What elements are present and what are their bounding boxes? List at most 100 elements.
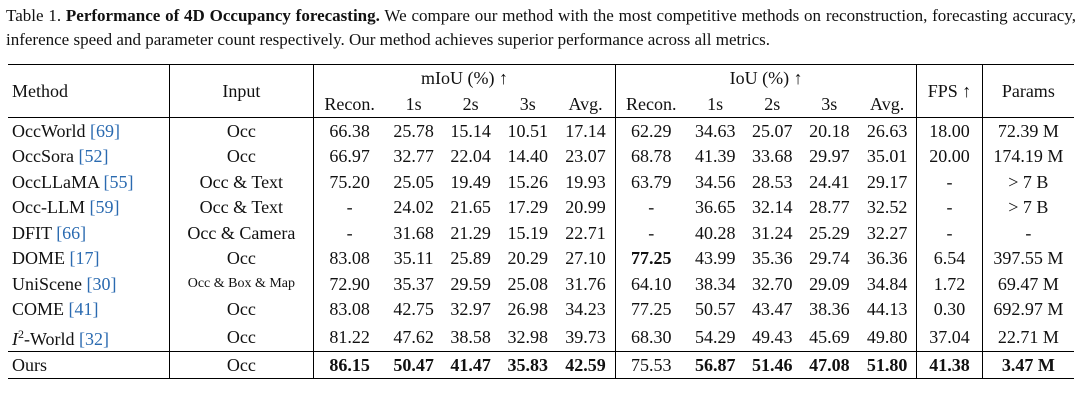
value-cell: 68.78	[630, 146, 672, 167]
input-cell: Occ	[169, 322, 315, 352]
value-cell: -	[648, 197, 655, 218]
method-name: DOME	[12, 248, 65, 269]
value-cell: 22.04	[450, 146, 491, 167]
value-cell: 50.57	[694, 299, 736, 320]
header-sub: Recon.	[626, 94, 677, 114]
value-cell: 49.43	[752, 326, 793, 347]
caption-title: Performance of 4D Occupancy forecasting.	[65, 6, 380, 25]
header-sub: 1s	[405, 94, 422, 114]
value-cell: 1.72	[916, 271, 983, 297]
value-cell: 49.80	[857, 322, 918, 352]
value-cell: 28.77	[809, 197, 850, 218]
results-table: Method Input mIoU (%) ↑ IoU (%) ↑ FPS ↑ …	[8, 64, 1074, 379]
value-cell: 35.11	[393, 248, 434, 269]
value-cell: 47.08	[809, 354, 850, 375]
caption: Table 1. Performance of 4D Occupancy for…	[6, 4, 1076, 52]
value-cell: 19.93	[556, 169, 616, 195]
value-cell: 43.99	[694, 248, 736, 269]
value-cell: 37.04	[916, 322, 983, 352]
value-cell: 29.09	[809, 273, 850, 294]
value-cell: -	[648, 222, 655, 243]
value-cell: 68.30	[630, 326, 672, 347]
value-cell: -	[1025, 222, 1032, 243]
citation: [30]	[86, 273, 117, 294]
input-cell: Occ	[169, 143, 315, 169]
value-cell: 42.59	[556, 351, 616, 378]
value-cell: 20.29	[507, 248, 548, 269]
header-sub: Avg.	[556, 91, 616, 118]
method-name: OccSora	[12, 146, 74, 167]
value-cell: 24.41	[809, 171, 850, 192]
method-cell: DFIT [66]	[8, 220, 170, 246]
method-cell: UniScene [30]	[8, 271, 170, 297]
method-cell: OccSora [52]	[8, 143, 170, 169]
citation: [52]	[78, 146, 109, 167]
table-row: OccWorld [69] Occ 66.38 25.78 15.14 10.51 17.1…	[8, 117, 1074, 144]
value-cell: 29.74	[809, 248, 850, 269]
value-cell: -	[346, 197, 353, 218]
method-cell: OccWorld [69]	[8, 117, 170, 144]
value-cell: 20.00	[916, 143, 983, 169]
value-cell: 25.07	[752, 120, 793, 141]
citation: [69]	[90, 120, 121, 141]
value-cell: 43.47	[752, 299, 793, 320]
value-cell: 77.25	[630, 248, 672, 269]
value-cell: 83.08	[329, 299, 370, 320]
citation: [66]	[56, 222, 87, 243]
header-sub: 1s	[707, 94, 724, 114]
value-cell: 32.27	[857, 220, 918, 246]
value-cell: 21.29	[450, 222, 491, 243]
value-cell: 32.98	[507, 326, 548, 347]
value-cell: 39.73	[556, 322, 616, 352]
method-name: OccWorld	[12, 120, 86, 141]
value-cell: 38.34	[694, 273, 736, 294]
header-params: Params	[1001, 81, 1055, 101]
method-sup: 2	[18, 327, 24, 341]
method-name: COME	[12, 299, 65, 320]
input-cell: Occ & Box & Map	[169, 271, 315, 297]
value-cell: 32.70	[752, 273, 793, 294]
value-cell: 19.49	[450, 171, 491, 192]
value-cell: 86.15	[329, 354, 370, 375]
value-cell: 63.79	[630, 171, 672, 192]
value-cell: 27.10	[556, 245, 616, 271]
header-sub: 3s	[519, 94, 536, 114]
value-cell: 18.00	[916, 117, 983, 144]
value-cell: 72.39 M	[997, 120, 1059, 141]
value-cell: 26.63	[857, 117, 918, 144]
method-suffix: -World	[24, 329, 75, 349]
method-name: Occ-LLM	[12, 197, 85, 218]
value-cell: 15.19	[507, 222, 548, 243]
value-cell: 54.29	[694, 326, 736, 347]
value-cell: 14.40	[507, 146, 548, 167]
header-iou: IoU (%) ↑	[615, 64, 918, 91]
method-cell: OccLLaMA [55]	[8, 169, 170, 195]
value-cell: 20.18	[809, 120, 850, 141]
value-cell: 44.13	[857, 296, 918, 322]
value-cell: 25.29	[809, 222, 850, 243]
method-cell: Ours	[8, 351, 170, 378]
value-cell: 42.75	[393, 299, 434, 320]
citation: [59]	[89, 197, 120, 218]
value-cell: 51.80	[857, 351, 918, 378]
value-cell: 23.07	[556, 143, 616, 169]
method-name: OccLLaMA	[12, 171, 99, 192]
value-cell: 34.56	[694, 171, 736, 192]
input-cell: Occ	[169, 296, 315, 322]
input-cell: Occ & Camera	[169, 220, 315, 246]
input-cell: Occ	[169, 245, 315, 271]
citation: [32]	[79, 329, 110, 349]
value-cell: 29.97	[809, 146, 850, 167]
value-cell: 51.46	[752, 354, 793, 375]
header-sub: Recon.	[324, 94, 375, 114]
value-cell: 36.65	[694, 197, 736, 218]
value-cell: 25.08	[507, 273, 548, 294]
table-row: Occ-LLM [59] Occ & Text -24.02 21.65 17.29 20…	[8, 194, 1074, 220]
value-cell: 22.71 M	[997, 326, 1059, 347]
value-cell: > 7 B	[1008, 197, 1049, 218]
value-cell: 24.02	[393, 197, 434, 218]
value-cell: 32.14	[752, 197, 793, 218]
value-cell: 62.29	[630, 120, 672, 141]
method-cell: COME [41]	[8, 296, 170, 322]
method-cell: Occ-LLM [59]	[8, 194, 170, 220]
